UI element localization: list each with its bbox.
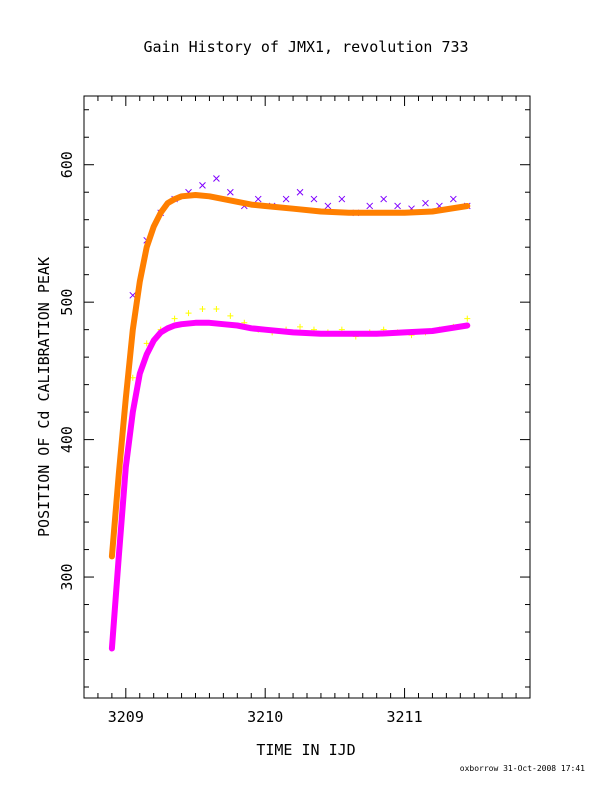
x-tick-label: 3211 [387,708,423,726]
y-tick-label: 600 [58,151,76,178]
data-point [213,175,220,182]
y-tick-label: 300 [58,564,76,591]
data-point [449,195,457,203]
data-point [296,188,304,196]
series-2 [108,192,471,560]
x-tick-label: 3209 [108,708,144,726]
series-3 [108,319,471,652]
chart-title: Gain History of JMX1, revolution 733 [143,38,468,56]
y-tick-label: 500 [58,289,76,316]
x-tick-label: 3210 [247,708,283,726]
x-axis-ticks [83,96,531,698]
data-point [464,315,471,322]
data-point [199,181,206,189]
data-point [213,306,220,313]
y-axis-label: POSITION OF Cd CALIBRATION PEAK [35,257,53,537]
x-axis-label: TIME IN IJD [256,741,355,759]
data-point [338,195,346,203]
footer-credit: oxborrow 31-Oct-2008 17:41 [460,764,585,773]
series-layer [108,175,471,652]
series-1 [129,306,471,381]
data-point [143,340,150,347]
data-point [171,315,178,322]
y-axis-ticks [84,109,530,688]
data-point [254,195,262,203]
series-line [108,192,471,560]
x-tick-labels: 3209 3210 3211 [108,708,423,726]
plot-frame [83,95,531,699]
data-point [380,195,388,203]
y-tick-labels: 300 400 500 600 [58,151,76,590]
data-point [394,202,401,210]
data-point [422,199,429,207]
data-point [185,310,192,317]
data-point [199,306,206,313]
y-tick-label: 400 [58,426,76,453]
data-point [227,312,234,319]
data-point [366,202,374,210]
data-point [324,202,332,210]
data-point [310,195,318,203]
data-point [282,195,290,203]
data-point [226,188,234,196]
data-point [297,323,304,330]
series-line [108,319,471,652]
